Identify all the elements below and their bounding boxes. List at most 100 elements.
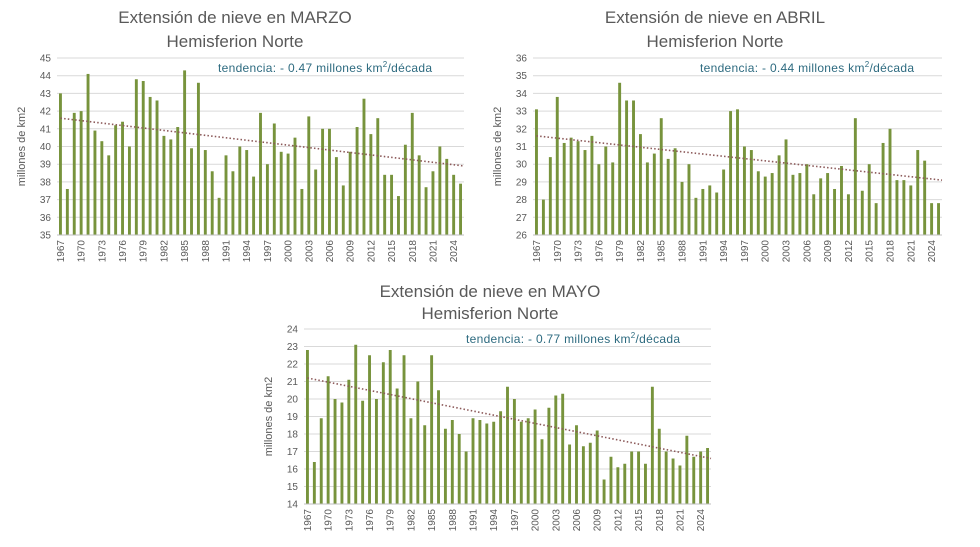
bar [770, 173, 774, 235]
bar [519, 421, 523, 504]
bar [272, 123, 276, 235]
bar [791, 174, 795, 235]
x-tick-label: 2003 [782, 240, 793, 263]
x-tick-label: 1991 [698, 240, 709, 263]
trend-line [60, 117, 465, 167]
bar [671, 458, 675, 504]
bar [162, 135, 166, 235]
chart-title: Extensión de nieve en MAYO [379, 282, 601, 301]
bar [431, 171, 435, 235]
bar [362, 98, 366, 236]
y-tick-label: 17 [287, 447, 299, 458]
trend-line [536, 135, 943, 181]
bar [664, 451, 668, 504]
chart-title: Extensión de nieve en MARZO [118, 8, 352, 27]
bar [867, 164, 871, 235]
x-tick-label: 2000 [284, 240, 295, 263]
bar [777, 155, 781, 235]
bar [554, 395, 558, 504]
x-tick-label: 2021 [675, 509, 686, 532]
trend-annotation-suffix: /década [387, 61, 433, 75]
bar [314, 169, 318, 235]
bar [334, 157, 338, 235]
y-tick-label: 33 [516, 107, 528, 118]
x-tick-label: 1976 [118, 240, 129, 263]
bar [361, 400, 365, 504]
x-tick-label: 1994 [242, 240, 253, 263]
x-tick-label: 2000 [531, 509, 542, 532]
bar [874, 203, 878, 235]
bar [238, 146, 242, 235]
bar [512, 399, 516, 504]
bar [687, 164, 691, 235]
x-tick-label: 1967 [303, 509, 314, 532]
y-tick-label: 20 [287, 395, 299, 406]
chart-subtitle: Hemisferion Norte [421, 304, 559, 323]
bar [390, 174, 394, 235]
trend-annotation-prefix: tendencia: - 0.47 millones km [218, 61, 383, 75]
bar [155, 100, 159, 235]
trend-annotation-prefix: tendencia: - 0.44 millones km [700, 61, 865, 75]
bar [252, 176, 256, 235]
bar [609, 456, 613, 504]
bar [833, 188, 837, 235]
bar [805, 164, 809, 235]
bar [245, 150, 249, 235]
bar [561, 393, 565, 504]
x-tick-label: 1982 [636, 240, 647, 263]
bar [715, 192, 719, 235]
bar [685, 435, 689, 504]
y-tick-label: 19 [287, 412, 299, 423]
bar [625, 100, 629, 235]
x-tick-label: 1982 [159, 240, 170, 263]
y-axis-label: millones de km2 [16, 107, 28, 186]
y-tick-label: 22 [287, 360, 299, 371]
y-tick-label: 42 [40, 107, 52, 118]
bar [319, 418, 323, 504]
bar [706, 448, 709, 504]
bar [881, 142, 885, 235]
bar [722, 169, 726, 235]
bar [547, 407, 551, 504]
bar [930, 203, 934, 235]
y-axis-label: millones de km2 [263, 377, 275, 456]
bar [937, 203, 940, 235]
bar [860, 190, 864, 235]
bar [190, 148, 193, 235]
bar [430, 355, 434, 504]
x-tick-label: 1994 [719, 240, 730, 263]
bar [369, 134, 373, 235]
bar [348, 151, 352, 235]
bar [121, 121, 124, 235]
bar [100, 141, 104, 235]
bar [485, 423, 489, 504]
bar [562, 142, 566, 235]
bar [632, 100, 635, 235]
bar [618, 82, 622, 235]
x-tick-label: 2006 [325, 240, 336, 263]
x-tick-label: 1991 [222, 240, 233, 263]
bar [355, 127, 359, 235]
x-tick-label: 2012 [366, 240, 377, 263]
x-tick-label: 1982 [406, 509, 417, 532]
bar [535, 109, 538, 235]
x-tick-label: 1973 [97, 240, 108, 263]
bar [452, 174, 456, 235]
bar [134, 79, 138, 236]
x-tick-label: 1997 [740, 240, 751, 263]
bar [127, 146, 131, 235]
y-tick-label: 26 [516, 231, 528, 242]
y-tick-label: 28 [516, 195, 528, 206]
bar [526, 418, 530, 504]
bar [680, 181, 684, 235]
bar [403, 144, 407, 235]
trend-annotation: tendencia: - 0.47 millones km2/década [218, 60, 432, 75]
bar [183, 70, 187, 235]
bar [694, 197, 698, 235]
bar [581, 446, 585, 504]
x-tick-label: 2015 [634, 509, 645, 532]
x-tick-label: 2015 [865, 240, 876, 263]
bar [114, 125, 118, 235]
bar [59, 93, 62, 236]
bar [471, 418, 475, 504]
